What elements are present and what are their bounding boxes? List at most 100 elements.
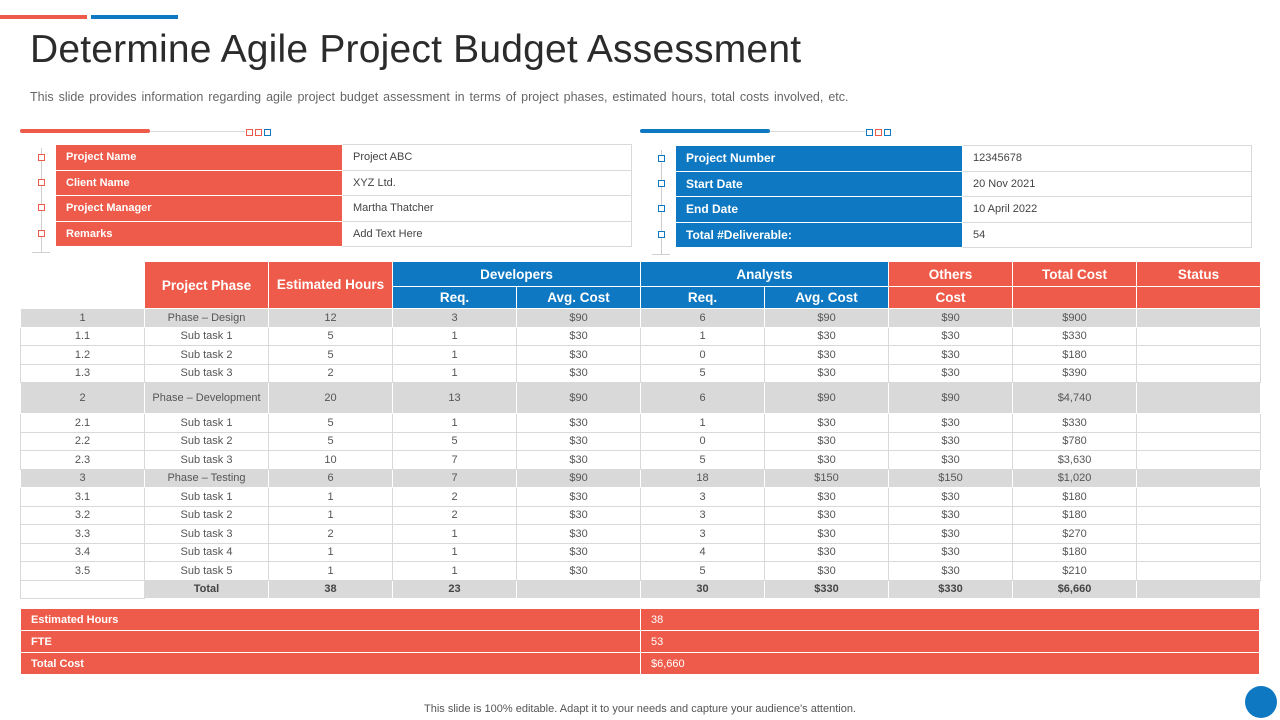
cell-id: 2.2 [20, 431, 145, 451]
cell-phase: Sub task 2 [144, 505, 269, 525]
header-estimated-hours: Estimated Hours [268, 261, 393, 309]
cell-phase: Sub task 3 [144, 524, 269, 544]
cell-dev-req: 1 [392, 561, 517, 581]
project-info-right: Project Number 12345678 Start Date 20 Nov … [675, 145, 1252, 248]
cell-an-req: 4 [640, 542, 766, 562]
cell-id: 3.5 [20, 561, 145, 581]
info-label: Remarks [55, 220, 343, 247]
cell-total: $180 [1012, 487, 1138, 507]
cell-dev-cost: $30 [515, 561, 642, 581]
summary-row: Estimated Hours 38 [20, 608, 1260, 631]
total-an-cost: $330 [764, 579, 890, 599]
cell-status [1136, 561, 1262, 581]
right-bullet-square [658, 205, 665, 212]
cell-an-req: 6 [640, 308, 766, 328]
cell-an-cost: $30 [764, 505, 890, 525]
cell-status [1136, 363, 1262, 383]
cell-an-req: 0 [640, 431, 766, 451]
total-dev-cost [515, 579, 642, 599]
cell-status [1136, 450, 1262, 470]
cell-dev-cost: $90 [515, 468, 642, 488]
header-developers: Developers [391, 261, 642, 287]
left-bullet-foot [32, 252, 50, 253]
left-bullet-square [38, 230, 45, 237]
left-bullet-square [38, 204, 45, 211]
cell-dev-cost: $30 [515, 431, 642, 451]
header-analysts: Analysts [640, 261, 890, 287]
header-status: Status [1136, 261, 1262, 287]
right-bullet-line [661, 150, 662, 254]
right-bullet-foot [652, 254, 670, 255]
right-bullet-square [658, 231, 665, 238]
header-total-cost-sub [1012, 286, 1138, 309]
cell-hours: 6 [268, 468, 393, 488]
cell-dev-req: 1 [392, 345, 517, 365]
cell-total: $4,740 [1012, 382, 1138, 414]
info-value: Project ABC [342, 144, 632, 171]
total-total: $6,660 [1012, 579, 1138, 599]
cell-phase: Sub task 2 [144, 345, 269, 365]
cell-dev-req: 2 [392, 487, 517, 507]
left-bullet-square [38, 179, 45, 186]
cell-an-req: 0 [640, 345, 766, 365]
cell-total: $210 [1012, 561, 1138, 581]
cell-status [1136, 382, 1262, 414]
cell-phase: Sub task 1 [144, 413, 269, 433]
cell-an-req: 5 [640, 450, 766, 470]
cell-id: 3.4 [20, 542, 145, 562]
budget-table: Project Phase Estimated Hours Developers… [20, 261, 1262, 599]
summary-value: $6,660 [640, 652, 1260, 675]
left-deco-square [255, 129, 262, 136]
info-label: Project Name [55, 144, 343, 171]
cell-id: 1.1 [20, 326, 145, 346]
cell-hours: 20 [268, 382, 393, 414]
cell-an-req: 5 [640, 561, 766, 581]
header-an-req: Req. [640, 286, 766, 309]
task-row: 1.3 Sub task 3 2 1 $30 5 $30 $30 $390 [20, 363, 1262, 383]
top-accent-red [0, 15, 87, 19]
cell-dev-req: 3 [392, 308, 517, 328]
right-info-accent [640, 129, 770, 133]
total-cell-blank [20, 579, 145, 599]
cell-dev-req: 1 [392, 524, 517, 544]
cell-dev-req: 13 [392, 382, 517, 414]
cell-others: $30 [888, 326, 1014, 346]
cell-phase: Sub task 1 [144, 326, 269, 346]
cell-total: $900 [1012, 308, 1138, 328]
cell-an-cost: $30 [764, 561, 890, 581]
info-row: Total #Deliverable: 54 [675, 221, 1252, 248]
cell-dev-cost: $30 [515, 524, 642, 544]
top-accent-blue [91, 15, 178, 19]
cell-hours: 2 [268, 363, 393, 383]
total-hours: 38 [268, 579, 393, 599]
cell-dev-req: 7 [392, 468, 517, 488]
cell-dev-req: 1 [392, 413, 517, 433]
cell-total: $330 [1012, 413, 1138, 433]
summary-table: Estimated Hours 38 FTE 53 Total Cost $6,660 [20, 608, 1260, 675]
total-status [1136, 579, 1262, 599]
cell-others: $30 [888, 505, 1014, 525]
cell-status [1136, 431, 1262, 451]
info-row: Project Manager Martha Thatcher [55, 195, 632, 222]
cell-an-cost: $30 [764, 542, 890, 562]
info-label: Project Number [675, 145, 963, 172]
cell-an-cost: $90 [764, 382, 890, 414]
info-row: Client Name XYZ Ltd. [55, 169, 632, 196]
cell-status [1136, 413, 1262, 433]
cell-id: 3.2 [20, 505, 145, 525]
total-dev-req: 23 [392, 579, 517, 599]
cell-phase: Sub task 2 [144, 431, 269, 451]
cell-phase: Phase – Development [144, 382, 269, 414]
cell-hours: 5 [268, 345, 393, 365]
project-info-left: Project Name Project ABC Client Name XYZ L… [55, 144, 632, 247]
cell-total: $330 [1012, 326, 1138, 346]
cell-hours: 1 [268, 505, 393, 525]
cell-hours: 2 [268, 524, 393, 544]
cell-hours: 5 [268, 326, 393, 346]
info-value: XYZ Ltd. [342, 169, 632, 196]
phase-row: 3 Phase – Testing 6 7 $90 18 $150 $150 $1,020 [20, 468, 1262, 488]
cell-an-cost: $30 [764, 326, 890, 346]
cell-an-req: 18 [640, 468, 766, 488]
cell-status [1136, 468, 1262, 488]
cell-id: 3 [20, 468, 145, 488]
